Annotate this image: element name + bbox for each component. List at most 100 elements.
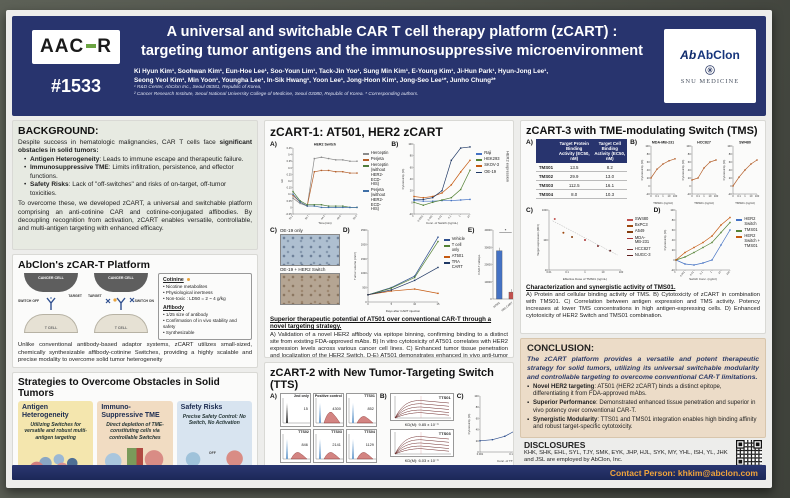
legend-swatch <box>362 153 369 155</box>
chart-tms-hcc827: HCC827 Cytotoxicity (%) TMS01 (ng/ml) -20 0 2… <box>681 139 719 206</box>
svg-text:0: 0 <box>367 302 369 306</box>
flow-value: 1129 <box>365 443 374 447</box>
svg-text:40: 40 <box>647 168 650 172</box>
flow-value: 15 <box>303 407 308 411</box>
bullet-text: Immunosuppressive TME: Limits infiltrati… <box>30 164 252 181</box>
zcart3-caption-title: Characterization and synergistic activit… <box>526 284 676 291</box>
bullet-dot: ▪ <box>527 400 530 407</box>
legend-item: BxPC3 <box>626 222 651 228</box>
institution-logos: AbAbClon SNU MEDICINE <box>664 29 756 103</box>
cotinine-bullet: • Non-toxic : LD50 = 2 ~ 4 g/kg <box>163 296 226 302</box>
cotinine-bullet: • Nicotine metabolites <box>163 284 208 290</box>
chart-cytotox-switch: Cytotoxicity (%) Conc. of Switch (ng/mL) -… <box>401 141 473 225</box>
svg-text:10: 10 <box>750 194 753 198</box>
svg-text:49.9: 49.9 <box>336 214 342 220</box>
affibody-bullet: • 1/25 size of antibody <box>163 311 209 317</box>
svg-text:0.3: 0.3 <box>288 166 292 170</box>
micro-bottom-label: OE-19 + HER2 Switch <box>279 267 326 272</box>
flow-cell-tts01: TTS01 852 <box>345 393 377 427</box>
conclusion-heading: CONCLUSION: <box>527 343 595 354</box>
strategy-text: Utilizing Switches for versatile and rob… <box>24 422 87 441</box>
svg-text:80: 80 <box>475 405 478 409</box>
cotinine-affibody-infobox: Cotinine • Nicotine metabolites • Physio… <box>158 273 252 341</box>
legend-swatch <box>626 231 633 233</box>
legend-swatch <box>736 236 743 238</box>
legend-item: HCC827 <box>626 246 651 252</box>
panel-c-label: C) <box>270 227 277 234</box>
snu-crest-icon <box>705 64 715 75</box>
svg-text:60: 60 <box>672 228 675 232</box>
micro-top-label: OE-19 only <box>279 228 303 233</box>
svg-text:-20: -20 <box>409 212 413 216</box>
svg-text:40: 40 <box>688 168 691 172</box>
bullet-body: : Lack of "off-switches" and risks of on… <box>30 181 227 197</box>
abclon-mark-icon: Ab <box>680 47 697 62</box>
affibody-bullet: • Confirmation of in vivo stability and … <box>163 317 237 329</box>
svg-text:100: 100 <box>619 270 624 274</box>
svg-text:0: 0 <box>491 297 493 301</box>
svg-text:0.001: 0.001 <box>680 270 687 277</box>
table-header: Target Protein Binding Activity (EC50, n… <box>556 139 593 164</box>
table-row: TMS02 29.9 13.0 <box>535 171 628 182</box>
legend-cytotox-switch: Raji HEK293 SKOV-3 OE-19 <box>476 141 500 175</box>
disclosures-text: KHK, SHK, EHL, SYL, TJY, SMK, EYK, JHP, … <box>524 450 728 464</box>
background-bullet-3: • Safety Risks: Lack of "off-switches" an… <box>24 181 252 198</box>
svg-text:1: 1 <box>458 214 462 217</box>
table-cell: 10.3 <box>592 189 628 200</box>
antibody-switch-engaged-icon <box>105 297 135 310</box>
flow-label: TTS03 <box>331 430 342 434</box>
zcart2-heading: zCART-2 with New Tumor-Targeting Switch … <box>270 367 494 391</box>
legend-item: Perjeta (without HER2-ECD-HIS) <box>362 188 389 212</box>
strategy-immunosuppressive-tme: Immuno-Suppressive TME Direct depletion … <box>97 401 173 471</box>
zcart1-heading: zCART-1: AT501, HER2 zCART <box>270 125 443 139</box>
svg-text:20: 20 <box>647 176 650 180</box>
flow-value: 4300 <box>332 407 341 411</box>
chart-tms-synergy: Cytotoxicity (%) Switch Conc. (ng/ml) -20 0… <box>663 207 733 281</box>
svg-text:Effective Dose of TMS01 (ng/mL: Effective Dose of TMS01 (ng/mL) <box>563 277 607 281</box>
disclosures-heading: DISCLOSURES <box>524 440 586 450</box>
platform-diagram: CANCER CELL SWITCH OFF TARGET T CELL CAN… <box>18 273 252 341</box>
legend-item: T cell only <box>443 242 465 252</box>
svg-text:20: 20 <box>729 176 732 180</box>
svg-text:40000: 40000 <box>485 228 493 232</box>
svg-text:100: 100 <box>727 144 732 148</box>
svg-text:1: 1 <box>662 194 664 198</box>
strategies-section: Strategies to Overcome Obstacles in Soli… <box>12 372 258 472</box>
conclusion-section: CONCLUSION: The zCART platform provides … <box>520 338 766 438</box>
flow-label: Positive control <box>314 394 342 398</box>
abclon-logo-text: AbClon <box>697 47 740 62</box>
chart-tms-mda-mb-231: MDA-MB-231 Cytotoxicity (%) TMS01 (ng/ml) -… <box>640 139 678 206</box>
table-cell: TMS01 <box>535 163 557 173</box>
legend-label: NUGC-3 <box>634 251 651 257</box>
panel-b-label: B) <box>379 393 387 400</box>
legend-label: HER2 Switch + TMS01 <box>744 233 761 248</box>
svg-text:-20: -20 <box>646 192 650 196</box>
svg-text:0.01: 0.01 <box>546 270 552 274</box>
footer-bar: Contact Person: khkim@abclon.com <box>12 465 766 480</box>
svg-text:55.5: 55.5 <box>352 214 358 220</box>
cotinine-bullet: • Physiological inertness <box>163 290 213 296</box>
strategy-text: Direct depletion of TME-constituting cel… <box>106 422 164 441</box>
zcart3-caption-body: A) Protein and cellular binding activity… <box>526 292 760 320</box>
bullet-dot: ▪ <box>527 416 530 423</box>
bullet-label: Superior Performance <box>533 400 597 407</box>
svg-text:15: 15 <box>436 302 439 306</box>
svg-text:Switch Conc. (ng/ml): Switch Conc. (ng/ml) <box>690 277 718 281</box>
table-row: TMS01 13.5 8.2 <box>535 163 628 173</box>
svg-text:100: 100 <box>714 194 719 198</box>
legend-label: Perjeta <box>370 156 384 162</box>
tms-binding-table: Target Protein Binding Activity (EC50, n… <box>535 139 628 200</box>
legend-item: OE-19 <box>476 169 499 175</box>
svg-text:Cytotoxicity (%): Cytotoxicity (%) <box>401 169 405 190</box>
svg-text:100: 100 <box>673 194 678 198</box>
background-outro: To overcome these, we developed zCART, a… <box>18 200 252 233</box>
svg-text:Cytotoxicity (%): Cytotoxicity (%) <box>663 230 667 251</box>
strategies-panels: Antigen Heterogeneity Utilizing Switches… <box>18 401 252 471</box>
svg-text:60: 60 <box>729 160 732 164</box>
bullet-dot: • <box>24 155 27 163</box>
legend-label: AT501 <box>451 253 464 259</box>
svg-text:100: 100 <box>474 394 479 398</box>
zcart3-heading: zCART-3 with TME-modulating Switch (TMS) <box>526 125 758 137</box>
strategy-antigen-heterogeneity: Antigen Heterogeneity Utilizing Switches… <box>18 401 94 471</box>
zcart1-caption: Superior therapeutic potential of AT501 … <box>270 316 508 357</box>
